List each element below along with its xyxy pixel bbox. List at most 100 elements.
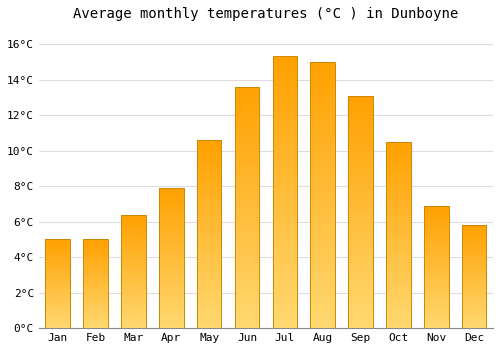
Bar (159, 213, 184, 215)
Bar (159, 272, 184, 273)
Bar (46, 243, 70, 244)
Bar (386, 272, 410, 274)
Bar (84, 311, 108, 312)
Bar (159, 266, 184, 268)
Bar (197, 277, 222, 279)
Bar (84, 251, 108, 252)
Bar (348, 107, 373, 110)
Bar (46, 279, 70, 280)
Bar (310, 259, 335, 261)
Bar (197, 275, 222, 277)
Bar (462, 264, 486, 265)
Bar (424, 255, 448, 256)
Bar (348, 217, 373, 219)
Bar (159, 252, 184, 254)
Bar (348, 282, 373, 284)
Bar (462, 320, 486, 321)
Bar (46, 239, 70, 240)
Bar (197, 274, 222, 275)
Bar (84, 300, 108, 301)
Bar (348, 303, 373, 305)
Bar (197, 164, 222, 166)
Bar (272, 203, 297, 206)
Bar (424, 206, 448, 207)
Bar (348, 298, 373, 300)
Bar (424, 223, 448, 224)
Bar (197, 285, 222, 287)
Bar (272, 274, 297, 276)
Bar (462, 324, 486, 325)
Bar (46, 250, 70, 251)
Bar (197, 200, 222, 202)
Bar (462, 310, 486, 311)
Bar (159, 233, 184, 234)
Bar (348, 189, 373, 191)
Bar (386, 312, 410, 313)
Bar (46, 308, 70, 309)
Bar (159, 316, 184, 317)
Bar (272, 233, 297, 236)
Bar (197, 315, 222, 317)
Bar (272, 144, 297, 146)
Bar (348, 133, 373, 135)
Bar (46, 259, 70, 260)
Bar (234, 133, 260, 135)
Bar (386, 144, 410, 146)
Bar (159, 188, 184, 189)
Bar (121, 307, 146, 308)
Bar (84, 276, 108, 277)
Bar (424, 324, 448, 326)
Bar (159, 283, 184, 285)
Bar (159, 230, 184, 231)
Bar (121, 245, 146, 246)
Bar (197, 221, 222, 223)
Bar (348, 263, 373, 265)
Bar (197, 244, 222, 245)
Bar (84, 244, 108, 245)
Bar (424, 273, 448, 274)
Bar (121, 259, 146, 260)
Bar (386, 198, 410, 199)
Bar (424, 304, 448, 305)
Bar (310, 270, 335, 272)
Bar (197, 262, 222, 264)
Bar (84, 268, 108, 269)
Bar (348, 186, 373, 189)
Bar (84, 318, 108, 319)
Bar (348, 100, 373, 103)
Bar (159, 222, 184, 223)
Bar (159, 237, 184, 238)
Bar (386, 326, 410, 328)
Bar (272, 217, 297, 219)
Bar (310, 200, 335, 203)
Bar (46, 251, 70, 252)
Bar (348, 314, 373, 316)
Bar (386, 233, 410, 235)
Bar (386, 170, 410, 172)
Bar (348, 182, 373, 184)
Bar (310, 64, 335, 67)
Bar (234, 116, 260, 118)
Bar (310, 312, 335, 315)
Bar (348, 261, 373, 263)
Bar (159, 318, 184, 320)
Bar (121, 260, 146, 261)
Bar (121, 296, 146, 298)
Bar (84, 294, 108, 295)
Bar (272, 105, 297, 108)
Bar (348, 284, 373, 286)
Bar (424, 301, 448, 302)
Bar (84, 279, 108, 280)
Bar (121, 318, 146, 319)
Bar (462, 227, 486, 228)
Bar (424, 219, 448, 220)
Bar (84, 273, 108, 274)
Bar (424, 213, 448, 214)
Bar (197, 170, 222, 172)
Bar (121, 266, 146, 267)
Bar (462, 293, 486, 294)
Bar (348, 312, 373, 314)
Bar (348, 228, 373, 231)
Bar (159, 261, 184, 262)
Bar (424, 315, 448, 316)
